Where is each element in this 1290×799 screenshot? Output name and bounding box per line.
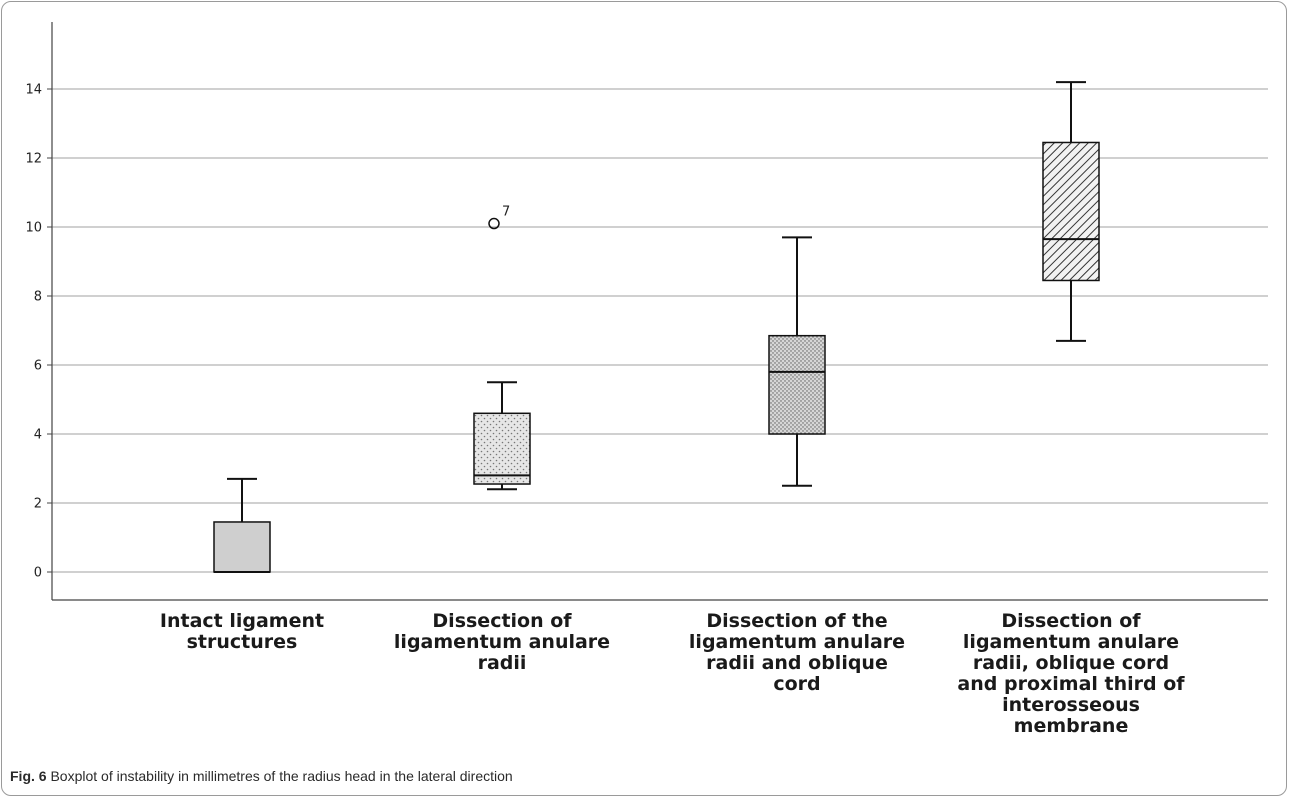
category-label: radii, oblique cord: [973, 652, 1169, 674]
box-group: [768, 236, 826, 487]
category-label: structures: [187, 631, 298, 653]
y-tick-label: 0: [34, 566, 42, 581]
category-label: Dissection of: [432, 610, 572, 632]
category-label: Dissection of the: [706, 610, 887, 632]
box: [213, 521, 271, 573]
category-label: interosseous: [1002, 694, 1140, 716]
figure-caption: Fig. 6 Boxplot of instability in millime…: [10, 768, 513, 784]
box: [473, 412, 531, 485]
caption-text: Boxplot of instability in millimetres of…: [50, 768, 513, 784]
y-tick-label: 10: [25, 221, 42, 236]
outlier-label: 7: [502, 205, 510, 220]
y-tick-label: 2: [34, 497, 42, 512]
axes: 0 2 4 6 8 10 12 14: [25, 22, 1268, 601]
outlier-point: [488, 217, 500, 230]
y-tick-label: 14: [25, 83, 42, 98]
caption-label: Fig. 6: [10, 768, 47, 784]
category-label: Intact ligament: [160, 610, 324, 632]
category-label: ligamentum anulare: [689, 631, 905, 653]
box-group: 7: [473, 205, 531, 491]
category-label: radii and oblique: [706, 652, 888, 674]
category-label: membrane: [1014, 715, 1129, 737]
box-group: [213, 477, 271, 573]
category-label: and proximal third of: [957, 673, 1185, 695]
category-label: ligamentum anulare: [394, 631, 610, 653]
category-label: Dissection of: [1001, 610, 1141, 632]
boxes: 7: [213, 81, 1100, 573]
category-label: ligamentum anulare: [963, 631, 1179, 653]
box-group: [1042, 81, 1100, 342]
y-tick-label: 12: [25, 152, 42, 167]
category-label: radii: [478, 652, 527, 674]
y-tick-label: 4: [34, 428, 42, 443]
y-tick-label: 8: [34, 290, 42, 305]
category-label: cord: [773, 673, 820, 695]
y-tick-label: 6: [34, 359, 42, 374]
box: [768, 334, 826, 435]
box: [1042, 141, 1100, 282]
